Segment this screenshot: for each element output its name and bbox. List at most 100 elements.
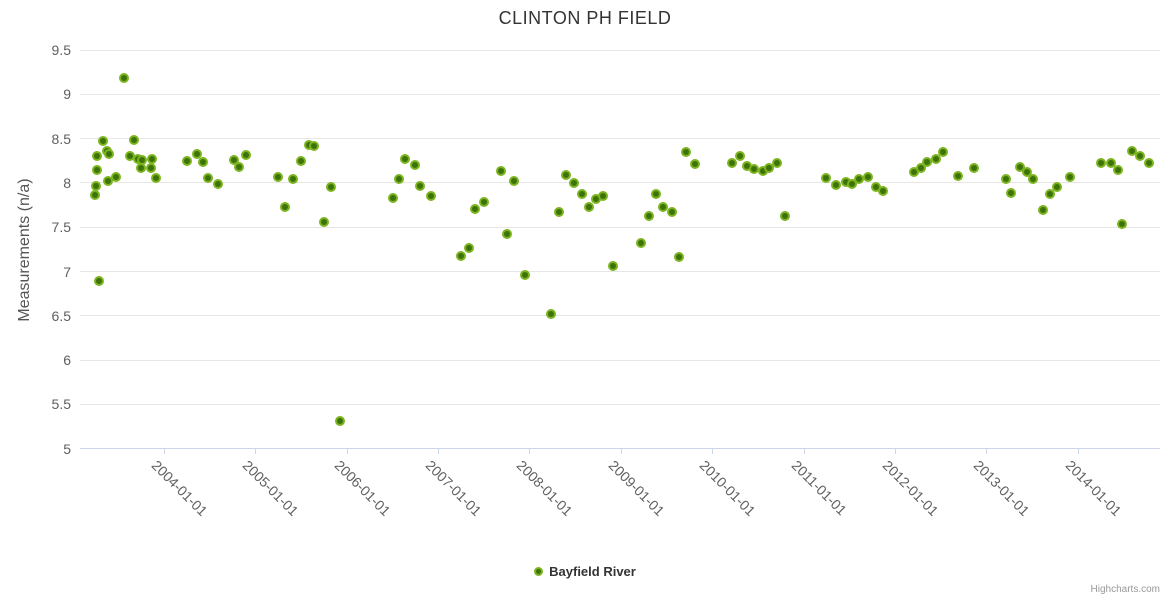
data-point[interactable] (1135, 151, 1146, 162)
data-point[interactable] (273, 171, 283, 182)
data-point[interactable] (561, 169, 571, 180)
data-point[interactable] (495, 166, 506, 177)
data-point[interactable] (182, 155, 193, 166)
data-point[interactable] (394, 173, 405, 184)
data-point[interactable] (94, 276, 105, 287)
data-point[interactable] (388, 193, 398, 203)
data-point[interactable] (1038, 204, 1049, 215)
data-point[interactable] (1096, 157, 1107, 168)
data-point[interactable] (608, 261, 619, 272)
data-point[interactable] (666, 207, 677, 218)
data-point[interactable] (821, 172, 832, 183)
data-point[interactable] (463, 242, 474, 253)
data-point[interactable] (104, 148, 114, 159)
data-point[interactable] (479, 197, 490, 208)
data-point[interactable] (862, 171, 873, 182)
data-point[interactable] (1044, 188, 1055, 199)
data-point[interactable] (680, 146, 691, 157)
data-point[interactable] (469, 203, 480, 214)
data-point[interactable] (1065, 171, 1076, 182)
data-point[interactable] (1051, 182, 1062, 193)
data-point[interactable] (690, 159, 701, 170)
data-point[interactable] (643, 210, 654, 221)
data-point[interactable] (410, 160, 421, 171)
data-point[interactable] (415, 180, 426, 191)
data-point[interactable] (968, 162, 979, 173)
data-point[interactable] (1021, 167, 1032, 178)
data-point[interactable] (931, 154, 942, 164)
data-point[interactable] (554, 207, 565, 218)
data-point[interactable] (91, 180, 101, 191)
y-gridline (80, 403, 1160, 405)
data-point[interactable] (111, 171, 122, 182)
data-point[interactable] (853, 174, 864, 185)
data-point[interactable] (545, 309, 556, 319)
data-point[interactable] (1143, 158, 1154, 169)
data-point[interactable] (584, 201, 594, 212)
data-point[interactable] (576, 188, 587, 199)
data-point[interactable] (145, 162, 156, 173)
data-point[interactable] (118, 73, 129, 84)
data-point[interactable] (748, 163, 759, 174)
data-point[interactable] (1116, 218, 1127, 229)
data-point[interactable] (319, 216, 330, 227)
data-point[interactable] (234, 162, 245, 172)
data-point[interactable] (129, 135, 140, 146)
y-gridline (80, 93, 1160, 95)
data-point[interactable] (1126, 146, 1137, 156)
data-point[interactable] (203, 172, 213, 183)
data-point[interactable] (938, 146, 949, 157)
x-axis-tick (346, 449, 348, 454)
data-point[interactable] (91, 151, 102, 162)
data-point[interactable] (568, 177, 579, 188)
y-axis-label: 9.5 (51, 42, 71, 58)
data-point[interactable] (1000, 173, 1011, 184)
data-point[interactable] (325, 182, 336, 193)
data-point[interactable] (229, 154, 239, 165)
data-point[interactable] (288, 174, 299, 185)
data-point[interactable] (146, 154, 157, 164)
data-point[interactable] (764, 162, 775, 173)
highcharts-credits-link[interactable]: Highcharts.com (1090, 584, 1160, 595)
data-point[interactable] (519, 270, 530, 280)
data-point[interactable] (92, 164, 103, 175)
data-point[interactable] (279, 201, 290, 212)
data-point[interactable] (425, 191, 436, 202)
data-point[interactable] (598, 191, 608, 202)
data-point[interactable] (831, 179, 841, 190)
data-point[interactable] (635, 238, 646, 249)
data-point[interactable] (502, 229, 513, 240)
data-point[interactable] (212, 178, 223, 189)
data-point[interactable] (399, 154, 410, 164)
data-point[interactable] (922, 156, 933, 167)
data-point[interactable] (673, 252, 684, 263)
data-point[interactable] (136, 154, 147, 165)
legend-item-bayfield-river[interactable]: Bayfield River (0, 561, 1170, 581)
data-point[interactable] (192, 148, 203, 159)
data-point[interactable] (509, 176, 520, 187)
data-point[interactable] (197, 156, 208, 167)
data-point[interactable] (735, 151, 746, 162)
data-point[interactable] (726, 157, 737, 168)
data-point[interactable] (1113, 164, 1124, 175)
data-point[interactable] (98, 136, 109, 147)
data-point[interactable] (658, 201, 668, 212)
data-point[interactable] (953, 170, 964, 181)
data-point[interactable] (151, 172, 162, 183)
data-point[interactable] (878, 185, 889, 196)
data-point[interactable] (772, 157, 783, 168)
data-point[interactable] (309, 140, 320, 151)
data-point[interactable] (335, 416, 346, 427)
data-point[interactable] (1027, 174, 1038, 185)
data-point[interactable] (295, 155, 306, 166)
data-point[interactable] (916, 162, 927, 173)
data-point[interactable] (1106, 157, 1117, 168)
data-point[interactable] (650, 188, 661, 199)
data-point[interactable] (455, 250, 466, 261)
data-point[interactable] (90, 190, 101, 201)
data-point[interactable] (846, 178, 857, 189)
data-point[interactable] (240, 149, 251, 160)
data-point[interactable] (1014, 162, 1025, 172)
data-point[interactable] (1005, 187, 1016, 198)
data-point[interactable] (779, 210, 790, 221)
